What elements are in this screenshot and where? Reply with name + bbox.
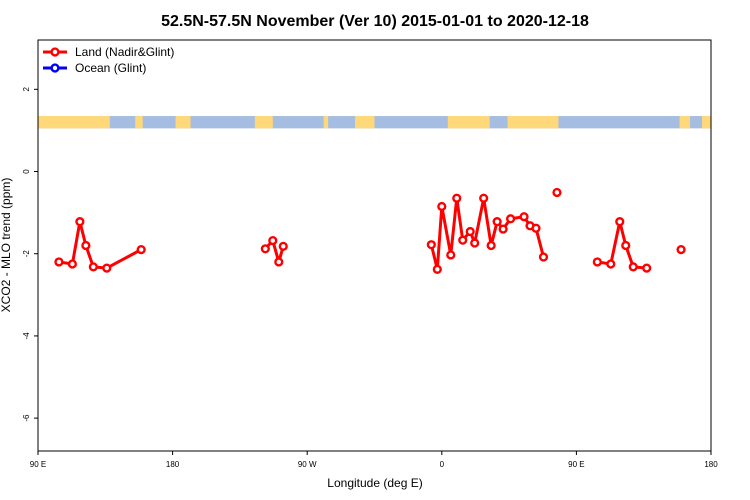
data-point <box>274 257 284 267</box>
x-tick-label: 90 E <box>568 460 584 469</box>
data-point <box>538 252 549 262</box>
data-point <box>54 257 64 267</box>
legend-marker <box>50 63 60 73</box>
y-tick-label: -2 <box>22 250 31 258</box>
y-tick-label: -4 <box>22 332 31 340</box>
land-band-segment <box>38 116 110 129</box>
data-point <box>519 212 529 222</box>
data-point <box>465 226 475 237</box>
data-point <box>75 217 85 227</box>
x-tick-label: 180 <box>704 460 718 469</box>
y-axis-label: XCO2 - MLO trend (ppm) <box>0 178 13 313</box>
data-point <box>492 217 502 227</box>
data-point <box>452 193 462 203</box>
data-point <box>531 223 541 233</box>
x-tick-label: 180 <box>166 460 180 469</box>
y-tick-label: -6 <box>22 414 31 422</box>
data-point <box>458 235 468 245</box>
land-band-segment <box>323 116 329 129</box>
data-point <box>486 240 496 251</box>
land-band-segment <box>679 116 691 129</box>
land-band-segment <box>175 116 191 129</box>
land-band-segment <box>254 116 273 129</box>
chart-title: 52.5N-57.5N November (Ver 10) 2015-01-01… <box>161 13 589 30</box>
data-point <box>676 245 686 255</box>
data-point <box>432 264 442 274</box>
y-tick-label: 0 <box>22 169 31 174</box>
legend-label: Land (Nadir&Glint) <box>75 45 174 59</box>
land-band-segment <box>447 116 490 129</box>
series-layer <box>54 187 686 274</box>
x-tick-label: 90 E <box>30 460 46 469</box>
data-point <box>470 238 480 248</box>
data-point <box>136 245 146 255</box>
legend-label: Ocean (Glint) <box>75 61 146 75</box>
data-point <box>479 193 489 203</box>
data-point <box>592 257 602 267</box>
x-axis-label: Longitude (deg E) <box>327 476 422 490</box>
data-point <box>621 240 631 251</box>
data-point <box>426 240 436 250</box>
data-point <box>446 250 456 260</box>
data-point <box>615 217 625 227</box>
y-axis: 2 0 -2 -4 -6 <box>22 87 38 422</box>
series-line <box>264 239 285 264</box>
legend: Land (Nadir&Glint) Ocean (Glint) <box>43 45 174 75</box>
x-axis: 90 E 180 90 W 0 90 E 180 <box>30 451 718 469</box>
data-point <box>81 240 91 251</box>
data-point <box>268 235 278 246</box>
data-point <box>437 201 447 212</box>
data-point <box>102 263 112 273</box>
data-point <box>642 263 652 273</box>
data-point <box>260 244 270 254</box>
data-point <box>67 259 77 269</box>
legend-marker <box>50 47 60 57</box>
data-point <box>498 224 508 234</box>
data-point <box>88 262 98 272</box>
land-band-segment <box>702 116 711 129</box>
data-point <box>628 262 638 272</box>
land-band-segment <box>355 116 375 129</box>
land-sea-band <box>38 116 711 129</box>
plot-frame <box>37 39 712 452</box>
data-point <box>505 214 516 224</box>
data-point <box>606 259 616 269</box>
x-tick-label: 90 W <box>298 460 317 469</box>
data-point <box>552 187 562 198</box>
land-band-segment <box>135 116 143 129</box>
x-tick-label: 0 <box>440 460 445 469</box>
data-point <box>278 241 288 251</box>
y-tick-label: 2 <box>22 87 31 92</box>
land-band-segment <box>507 116 559 129</box>
